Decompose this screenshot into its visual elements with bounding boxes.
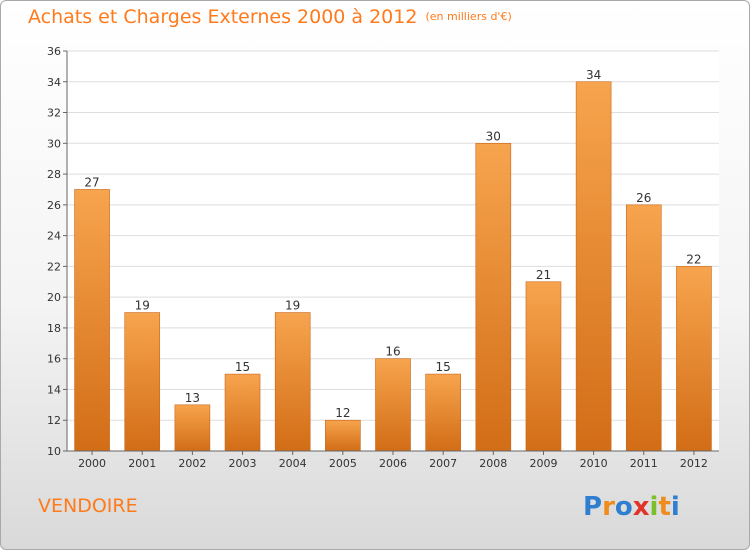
bar [625, 204, 662, 452]
bar [174, 404, 211, 452]
bar-value-label: 21 [536, 268, 551, 282]
y-tick-label: 14 [47, 383, 61, 396]
bar [74, 189, 110, 452]
bar [525, 281, 562, 452]
logo-letter: i [649, 492, 659, 522]
y-tick-label: 32 [47, 107, 61, 120]
bar-value-label: 19 [135, 299, 150, 313]
x-tick-label: 2011 [630, 457, 658, 470]
y-tick-label: 24 [47, 230, 61, 243]
bar-value-label: 27 [84, 175, 99, 189]
x-tick-label: 2012 [680, 457, 708, 470]
x-tick-label: 2007 [429, 457, 457, 470]
bar [575, 81, 612, 452]
bar-value-label: 19 [285, 299, 300, 313]
x-tick-label: 2003 [229, 457, 257, 470]
bar [425, 373, 461, 452]
bar-value-label: 15 [235, 360, 250, 374]
x-tick-label: 2002 [178, 457, 206, 470]
commune-name: VENDOIRE [38, 495, 138, 517]
bar-value-label: 34 [586, 68, 601, 82]
bar [375, 358, 411, 452]
x-tick-label: 2008 [479, 457, 507, 470]
bar-value-label: 16 [385, 345, 400, 359]
bar [325, 419, 361, 452]
logo-letter: x [632, 492, 650, 522]
x-tick-label: 2009 [529, 457, 557, 470]
bar [475, 143, 512, 452]
proxiti-logo: Proxiti [583, 492, 680, 522]
y-tick-label: 12 [47, 414, 61, 427]
axes: 10 12 14 16 18 20 22 24 26 28 30 32 34 36 2000 2001 2002… [47, 45, 719, 470]
logo-letter: o [614, 492, 633, 522]
bar-value-label: 15 [436, 360, 451, 374]
bar-value-label: 30 [486, 129, 501, 143]
chart-title-text: Achats et Charges Externes 2000 à 2012 [28, 6, 418, 28]
bar [274, 312, 311, 452]
logo-letter: r [602, 492, 615, 522]
x-tick-label: 2001 [128, 457, 156, 470]
y-tick-label: 30 [47, 137, 61, 150]
bar [676, 266, 712, 452]
x-tick-label: 2010 [580, 457, 608, 470]
y-tick-label: 28 [47, 168, 61, 181]
y-tick-label: 22 [47, 260, 61, 273]
x-tick-label: 2000 [78, 457, 106, 470]
y-tick-label: 10 [47, 445, 61, 458]
x-tick-label: 2005 [329, 457, 357, 470]
bars: 27 19 13 15 19 12 16 15 30 21 34 26 22 [74, 68, 712, 452]
bar-value-label: 22 [686, 252, 701, 266]
x-tick-label: 2006 [379, 457, 407, 470]
logo-letter: P [583, 492, 603, 522]
y-tick-label: 34 [47, 76, 61, 89]
y-tick-label: 26 [47, 199, 61, 212]
y-tick-label: 36 [47, 45, 61, 58]
bar [124, 312, 161, 452]
y-tick-label: 16 [47, 353, 61, 366]
chart-title: Achats et Charges Externes 2000 à 2012 (e… [28, 6, 512, 28]
logo-letter: t [658, 492, 671, 522]
x-tick-label: 2004 [279, 457, 307, 470]
bar-value-label: 13 [185, 391, 200, 405]
chart-subtitle: (en milliers d'€) [425, 10, 512, 23]
bar-value-label: 12 [335, 406, 350, 420]
logo-letter: i [670, 492, 680, 522]
y-tick-label: 20 [47, 291, 61, 304]
bar [224, 373, 261, 452]
y-tick-label: 18 [47, 322, 61, 335]
bar-value-label: 26 [636, 191, 651, 205]
